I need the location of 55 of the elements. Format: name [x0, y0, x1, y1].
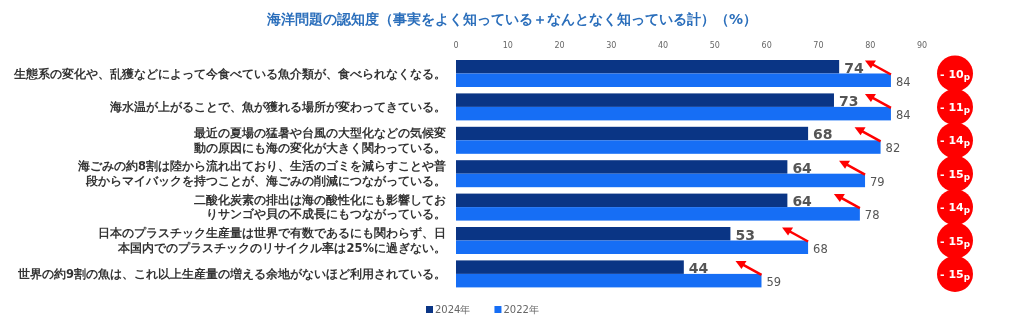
data-label: 78	[864, 208, 880, 223]
y-tick-label: 二酸化炭素の排出は海の酸性化にも影響しておりサンゴや貝の不成長にもつながっている。	[194, 192, 446, 222]
x-tick-label: 10	[502, 41, 513, 50]
bar	[456, 173, 866, 188]
x-tick-label: 30	[606, 41, 617, 50]
x-tick-label: 80	[865, 41, 876, 50]
data-label: 68	[813, 241, 828, 256]
y-tick-label: 最近の夏場の猛暑や台風の大型化などの気候変動の原因にも海の変化が大きく関わっている。	[193, 126, 446, 155]
y-tick-label: 世界の約9割の魚は、これ以上生産量の増える余地がないほど利用されている。	[16, 266, 446, 281]
bar	[456, 227, 731, 241]
text: - 15$_{p}$	[939, 234, 971, 249]
chart-title: 海洋問題の認知度（事実をよく知っている＋なんとなく知っている計）（%）	[265, 11, 758, 27]
x-tick-label: 60	[761, 41, 772, 50]
data-label: 73	[838, 92, 859, 109]
data-label: 82	[885, 141, 901, 156]
bar	[456, 93, 834, 107]
bar	[456, 260, 684, 274]
bar	[456, 60, 840, 74]
x-tick-label: 50	[709, 41, 720, 50]
data-label: 64	[792, 159, 813, 176]
bar	[456, 73, 891, 87]
data-label: 84	[895, 107, 911, 122]
legend-label: 2022年	[503, 304, 539, 315]
y-tick-label: 日本のプラスチック生産量は世界で有数であるにも関わらず、日本国内でのプラスチックのリサイクル率は25%に過ぎない。	[98, 226, 446, 255]
data-label: 68	[813, 126, 833, 143]
text: - 14$_{p}$	[939, 201, 971, 216]
x-tick-label: 90	[916, 41, 928, 50]
text: - 14$_{p}$	[939, 134, 971, 149]
text: - 11$_{p}$	[939, 100, 971, 115]
bar	[456, 140, 881, 154]
bar	[456, 193, 788, 208]
data-label: 59	[766, 274, 782, 289]
data-label: 84	[895, 74, 911, 89]
data-label: 74	[844, 59, 864, 76]
data-label: 64	[792, 193, 813, 210]
x-tick-label: 20	[554, 41, 565, 50]
bar	[456, 240, 809, 254]
data-label: 79	[870, 174, 885, 189]
bar	[456, 207, 860, 221]
y-tick-label: 生態系の変化や、乱獲などによって今食べている魚介類が、食べられなくなる。	[13, 66, 446, 81]
bar	[456, 160, 788, 174]
text: - 10$_{p}$	[939, 67, 971, 82]
data-label: 53	[735, 226, 755, 243]
text: - 15$_{p}$	[939, 267, 971, 282]
x-tick-label: 70	[813, 41, 824, 50]
data-label: 44	[688, 259, 709, 276]
legend-label: 2024年	[435, 304, 471, 315]
bar	[456, 273, 762, 288]
y-tick-label: 海ごみの約8割は陸から流れ出ており、生活のゴミを減らすことや普段からマイバックを持つことが、海ごみの削減につながっている。	[76, 159, 446, 188]
y-tick-label: 海水温が上がることで、魚が獲れる場所が変わってきている。	[109, 99, 446, 114]
text: - 15$_{p}$	[939, 167, 971, 182]
x-tick-label: 0	[453, 41, 459, 50]
bar	[456, 106, 891, 121]
x-tick-label: 40	[658, 41, 669, 50]
bar	[456, 126, 809, 141]
